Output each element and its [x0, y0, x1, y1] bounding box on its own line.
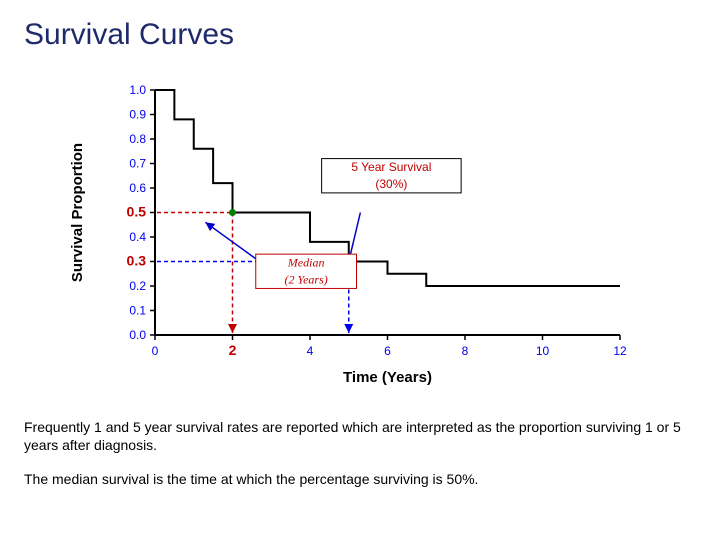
svg-text:10: 10	[536, 344, 550, 358]
svg-text:6: 6	[384, 344, 391, 358]
svg-text:2: 2	[229, 342, 237, 358]
svg-text:(30%): (30%)	[375, 177, 407, 191]
chart-svg: 0.0 0.1 0.2 0.3 0.4 0.5 0.6 0.7 0.8 0.9 1.0 0 2 4 6 8 10…	[60, 80, 640, 390]
svg-text:0.0: 0.0	[129, 328, 146, 342]
svg-text:0.4: 0.4	[129, 230, 146, 244]
svg-text:0.8: 0.8	[129, 132, 146, 146]
body-paragraph-2: The median survival is the time at which…	[24, 470, 696, 488]
body-paragraph-1: Frequently 1 and 5 year survival rates a…	[24, 418, 696, 454]
svg-text:1.0: 1.0	[129, 83, 146, 97]
svg-text:0.1: 0.1	[129, 304, 146, 318]
svg-text:0.6: 0.6	[129, 181, 146, 195]
svg-text:12: 12	[613, 344, 627, 358]
svg-text:0.2: 0.2	[129, 279, 146, 293]
svg-text:0.9: 0.9	[129, 108, 146, 122]
svg-text:Median: Median	[287, 255, 325, 269]
svg-text:0.5: 0.5	[127, 204, 147, 220]
svg-text:0: 0	[152, 344, 159, 358]
svg-text:Survival Proportion: Survival Proportion	[69, 143, 86, 282]
svg-text:0.7: 0.7	[129, 157, 146, 171]
svg-text:Time (Years): Time (Years)	[343, 369, 432, 386]
svg-text:0.3: 0.3	[127, 253, 147, 269]
survival-chart: 0.0 0.1 0.2 0.3 0.4 0.5 0.6 0.7 0.8 0.9 1.0 0 2 4 6 8 10…	[60, 80, 640, 390]
page-title: Survival Curves	[24, 18, 234, 52]
slide: Survival Curves 0.0 0.1 0.2 0.3 0.4 0.5 0.6 0.7…	[0, 0, 720, 540]
svg-text:5 Year Survival: 5 Year Survival	[351, 160, 431, 174]
svg-text:4: 4	[307, 344, 314, 358]
svg-text:8: 8	[462, 344, 469, 358]
svg-text:(2 Years): (2 Years)	[285, 273, 328, 287]
